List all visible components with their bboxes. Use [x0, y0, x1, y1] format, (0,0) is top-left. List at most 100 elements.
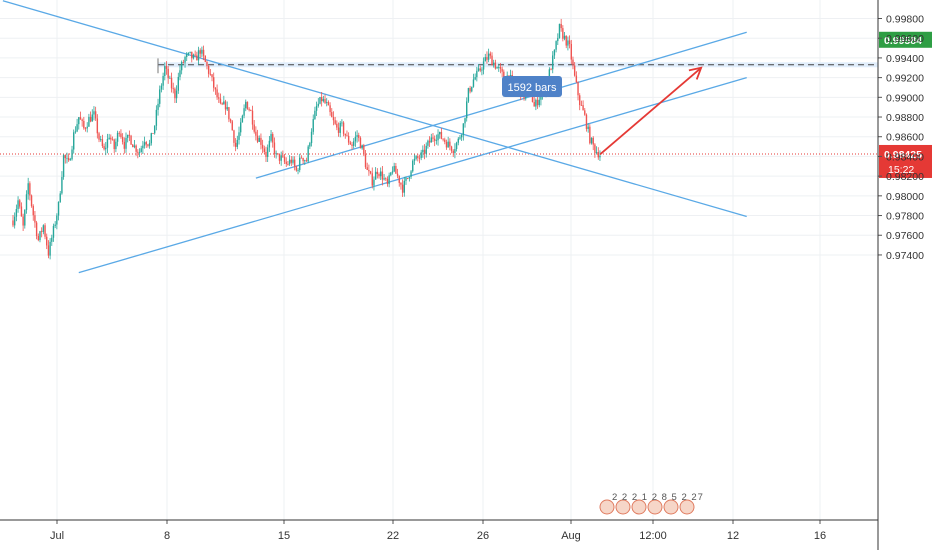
event-flag-icon[interactable]	[679, 499, 695, 515]
candle-body	[322, 99, 325, 102]
candle-body	[300, 157, 303, 159]
candle-body	[100, 139, 102, 140]
candle-body	[388, 175, 390, 185]
candle-body	[123, 141, 126, 149]
candle-body	[204, 55, 206, 62]
candle-body	[299, 157, 301, 171]
candle-body	[484, 57, 486, 62]
candle-body	[580, 105, 583, 106]
event-flag-icon[interactable]	[663, 499, 679, 515]
candle-body	[585, 114, 588, 129]
candle-body	[302, 157, 304, 162]
candle-body	[260, 137, 262, 145]
candle-body	[170, 77, 173, 89]
candle-body	[577, 82, 579, 96]
candle-body	[342, 122, 345, 134]
candle-body	[369, 171, 372, 174]
candle-body	[371, 173, 373, 186]
candle-body	[415, 156, 417, 159]
candle-body	[385, 178, 387, 180]
candle-body	[61, 177, 63, 194]
candle-body	[573, 65, 576, 76]
candle-body	[553, 49, 556, 56]
candle-body	[471, 86, 473, 92]
candle-body	[590, 137, 593, 144]
candle-body	[579, 95, 581, 106]
candle-body	[128, 134, 131, 136]
candle-body	[312, 119, 314, 132]
candle-body	[147, 144, 149, 146]
event-flag-icon[interactable]	[615, 499, 631, 515]
projection-arrow	[599, 67, 702, 156]
candle-body	[57, 201, 60, 216]
upper-ascending-channel-line	[255, 31, 747, 179]
candle-body	[25, 194, 28, 210]
candle-body	[40, 231, 43, 233]
candle-body	[86, 126, 88, 129]
x-tick-label: 22	[387, 530, 399, 542]
candle-body	[35, 222, 38, 236]
candle-body	[89, 116, 92, 122]
candle-body	[148, 143, 151, 146]
candle-body	[229, 119, 232, 122]
candle-body	[245, 101, 247, 109]
range-bars-label: 1592 bars	[508, 82, 557, 94]
candle-body	[164, 66, 166, 77]
candle-body	[265, 151, 267, 157]
candle-body	[137, 151, 139, 153]
candle-body	[49, 241, 51, 256]
candle-body	[51, 237, 53, 242]
candle-body	[140, 148, 142, 153]
candle-body	[120, 133, 122, 138]
lower-ascending-trendline	[78, 76, 747, 274]
candle-body	[408, 176, 411, 179]
candle-body	[557, 37, 559, 42]
candle-body	[462, 123, 465, 136]
candle-body	[22, 216, 24, 226]
candle-body	[450, 146, 453, 151]
candle-body	[143, 142, 146, 146]
candle-body	[199, 50, 201, 54]
candle-body	[67, 157, 70, 161]
candle-body	[595, 152, 598, 153]
event-flag-icon[interactable]	[631, 499, 647, 515]
candle-body	[346, 135, 348, 137]
candle-body	[381, 171, 384, 180]
candle-body	[307, 146, 309, 162]
candle-body	[106, 139, 109, 148]
candle-body	[477, 68, 480, 71]
candle-body	[459, 137, 461, 139]
candle-body	[489, 53, 492, 56]
candle-body	[12, 220, 14, 226]
candle-body	[19, 200, 21, 207]
candle-body	[320, 97, 323, 102]
candle-body	[108, 137, 110, 140]
candle-body	[73, 132, 75, 150]
candle-body	[160, 85, 163, 90]
candle-body	[206, 61, 208, 66]
candle-body	[413, 158, 416, 161]
candle-body	[558, 23, 561, 38]
event-flag-icon[interactable]	[647, 499, 663, 515]
candle-body	[363, 145, 365, 155]
candle-body	[310, 131, 313, 144]
candle-body	[283, 156, 286, 162]
event-flag-icon[interactable]	[599, 499, 615, 515]
candle-body	[216, 89, 218, 98]
candle-body	[258, 137, 260, 142]
candle-body	[417, 156, 419, 158]
candle-body	[354, 136, 357, 142]
candle-body	[464, 118, 466, 124]
candle-body	[396, 173, 399, 176]
x-tick-label: 12	[727, 530, 739, 542]
candle-body	[349, 142, 352, 145]
candle-body	[400, 182, 402, 185]
candle-body	[444, 139, 446, 142]
candle-body	[42, 225, 45, 232]
candle-body	[552, 55, 554, 70]
candle-body	[187, 52, 190, 55]
candle-body	[457, 138, 459, 143]
candle-body	[186, 54, 188, 58]
candle-body	[118, 132, 120, 134]
candle-body	[584, 110, 586, 115]
